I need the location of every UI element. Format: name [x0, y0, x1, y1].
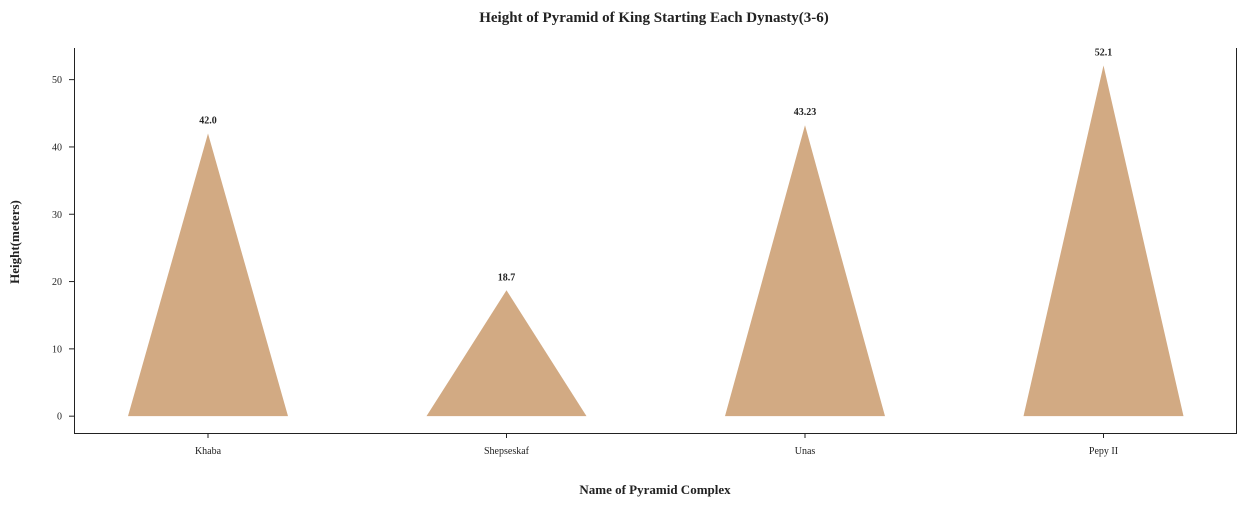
data-label: 43.23 [794, 107, 817, 118]
data-label: 18.7 [498, 272, 516, 283]
y-tick-label: 50 [52, 75, 62, 86]
y-tick-label: 40 [52, 142, 62, 153]
pyramid-bar [128, 133, 288, 417]
y-axis-label: Height(meters) [7, 200, 22, 284]
x-tick-label: Khaba [195, 446, 222, 457]
plot-area: 0 10 20 30 40 50 42.0 Khaba 18.7 Shepseskaf 43.23 U… [52, 48, 1184, 457]
y-tick-label: 20 [52, 277, 62, 288]
chart-title: Height of Pyramid of King Starting Each … [479, 10, 829, 26]
y-tick-label: 0 [57, 412, 62, 423]
pyramid-bar [1023, 65, 1184, 417]
y-tick-label: 10 [52, 344, 62, 355]
x-tick-label: Pepy II [1089, 446, 1118, 457]
pyramid-bar [426, 290, 587, 417]
x-axis-label: Name of Pyramid Complex [579, 482, 731, 497]
x-tick-label: Unas [795, 446, 816, 457]
x-tick-label: Shepseskaf [484, 446, 530, 457]
data-label: 52.1 [1095, 48, 1113, 59]
y-tick-label: 30 [52, 210, 62, 221]
data-label: 42.0 [199, 115, 217, 126]
pyramid-bar [725, 125, 885, 417]
